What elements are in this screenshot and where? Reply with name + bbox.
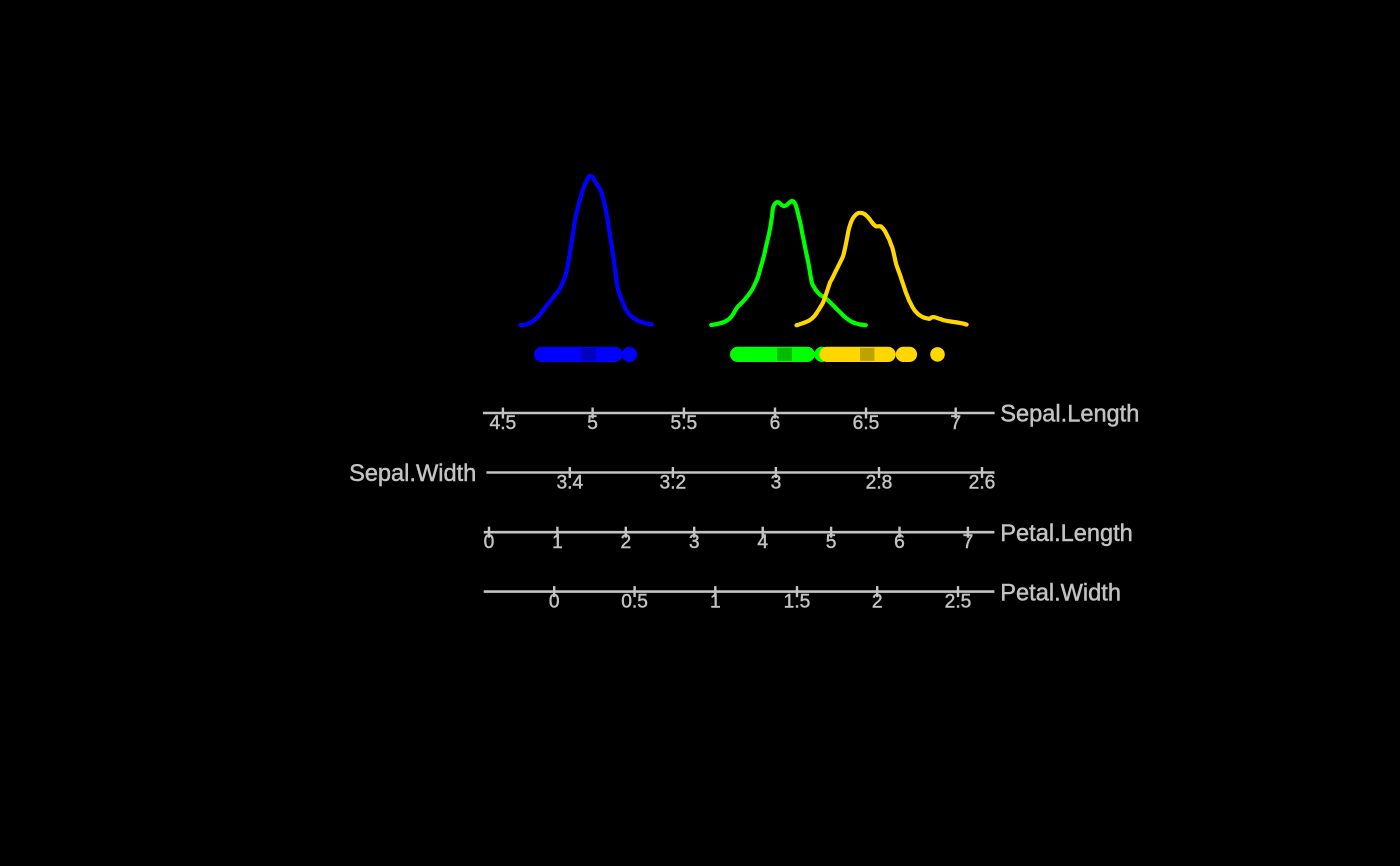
svg-text:0.5: 0.5 [621,592,648,613]
svg-text:5.5: 5.5 [671,413,698,434]
svg-text:5: 5 [587,413,598,434]
svg-text:4.5: 4.5 [490,413,517,434]
svg-text:4: 4 [757,532,768,553]
svg-text:1: 1 [552,532,563,553]
svg-text:1.5: 1.5 [784,592,811,613]
svg-text:3.4: 3.4 [556,472,583,493]
svg-text:7: 7 [950,413,961,434]
svg-text:1: 1 [710,592,721,613]
svg-text:3: 3 [771,472,782,493]
svg-text:6: 6 [770,413,781,434]
svg-text:7: 7 [963,532,974,553]
svg-text:Petal.Width: Petal.Width [1000,580,1121,606]
svg-text:Petal.Length: Petal.Length [1000,521,1133,547]
svg-text:0: 0 [549,592,560,613]
svg-text:3: 3 [689,532,700,553]
svg-text:2.6: 2.6 [969,472,996,493]
svg-text:0: 0 [484,532,495,553]
svg-text:6.5: 6.5 [853,413,880,434]
svg-text:2.8: 2.8 [866,472,893,493]
svg-text:3.2: 3.2 [660,472,687,493]
svg-text:5: 5 [826,532,837,553]
svg-text:Sepal.Width: Sepal.Width [349,461,476,487]
svg-text:2.5: 2.5 [945,592,972,613]
svg-text:Sepal.Length: Sepal.Length [1000,402,1139,428]
svg-text:2: 2 [620,532,631,553]
svg-text:2: 2 [872,592,883,613]
svg-text:6: 6 [894,532,905,553]
